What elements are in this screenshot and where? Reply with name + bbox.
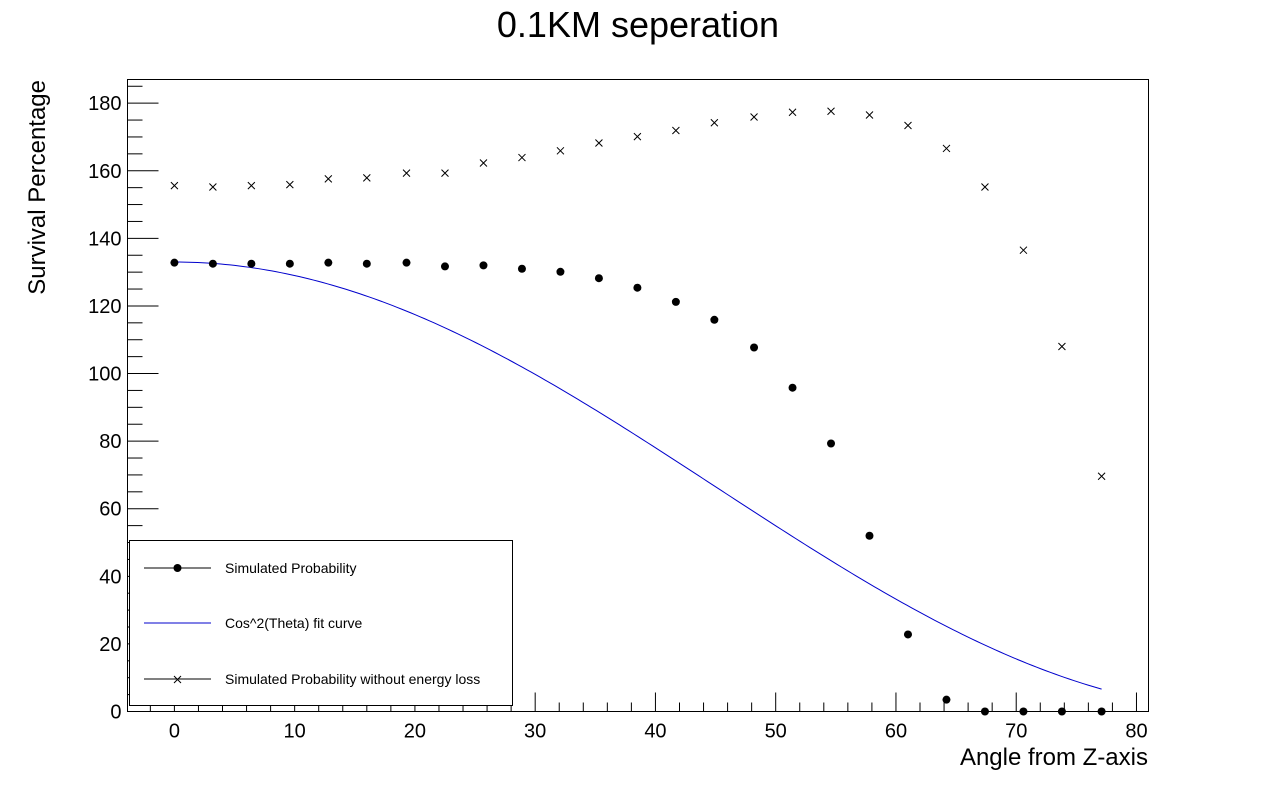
legend-entry-fit: Cos^2(Theta) fit curve bbox=[144, 615, 362, 631]
point-simulated bbox=[980, 707, 989, 716]
point-simulated bbox=[865, 531, 874, 540]
point-no-energy-loss bbox=[865, 111, 874, 119]
point-simulated bbox=[633, 283, 642, 292]
x-axis-label: Angle from Z-axis bbox=[960, 744, 1148, 771]
point-simulated bbox=[671, 297, 680, 306]
point-simulated bbox=[1019, 707, 1028, 716]
fit-curve-line bbox=[174, 261, 1102, 690]
point-simulated bbox=[402, 258, 411, 267]
x-tick-label: 70 bbox=[1005, 721, 1027, 743]
point-simulated bbox=[170, 258, 179, 267]
x-tick-label: 40 bbox=[644, 721, 666, 743]
y-axis: 0 20 40 60 80 100 120 140 160 180 bbox=[88, 85, 159, 724]
point-no-energy-loss bbox=[942, 144, 951, 153]
y-tick-label: 100 bbox=[88, 364, 121, 386]
point-simulated bbox=[440, 262, 449, 271]
point-no-energy-loss bbox=[441, 169, 449, 177]
plot-frame bbox=[127, 79, 1149, 712]
point-simulated bbox=[942, 695, 951, 704]
y-tick-label: 80 bbox=[99, 431, 121, 453]
point-simulated bbox=[247, 259, 256, 268]
point-simulated bbox=[750, 343, 759, 352]
point-no-energy-loss bbox=[788, 108, 797, 117]
point-no-energy-loss bbox=[362, 173, 371, 182]
y-tick-label: 0 bbox=[110, 702, 121, 724]
legend-label-fit: Cos^2(Theta) fit curve bbox=[225, 615, 362, 631]
y-tick-label: 160 bbox=[88, 161, 121, 183]
point-simulated bbox=[324, 258, 333, 267]
point-no-energy-loss bbox=[324, 175, 333, 183]
point-no-energy-loss bbox=[247, 181, 256, 190]
point-simulated bbox=[710, 315, 719, 324]
legend-entry-no-loss: Simulated Probability without energy los… bbox=[144, 671, 480, 687]
point-simulated bbox=[788, 383, 797, 392]
x-tick-label: 10 bbox=[284, 721, 306, 743]
point-simulated bbox=[517, 264, 526, 273]
point-simulated bbox=[1057, 707, 1066, 716]
y-tick-label: 120 bbox=[88, 296, 121, 318]
point-no-energy-loss bbox=[981, 183, 989, 191]
point-no-energy-loss bbox=[209, 183, 217, 191]
point-no-energy-loss bbox=[1097, 472, 1106, 481]
point-simulated bbox=[903, 630, 912, 639]
point-no-energy-loss bbox=[1058, 342, 1066, 351]
legend-entry-simulated: Simulated Probability bbox=[144, 560, 357, 576]
point-simulated bbox=[594, 274, 603, 283]
y-axis-label: Survival Percentage bbox=[24, 80, 51, 295]
point-no-energy-loss bbox=[518, 153, 526, 162]
point-simulated bbox=[285, 259, 294, 268]
y-tick-label: 20 bbox=[99, 634, 121, 656]
x-tick-label: 50 bbox=[765, 721, 787, 743]
x-tick-label: 0 bbox=[169, 721, 180, 743]
point-no-energy-loss bbox=[285, 180, 294, 189]
y-tick-label: 60 bbox=[99, 499, 121, 521]
legend-label-no-loss: Simulated Probability without energy los… bbox=[225, 671, 480, 687]
x-tick-label: 20 bbox=[404, 721, 426, 743]
chart-title: 0.1KM seperation bbox=[497, 4, 779, 45]
point-no-energy-loss bbox=[710, 118, 719, 127]
point-no-energy-loss bbox=[402, 169, 411, 177]
point-simulated bbox=[362, 259, 371, 268]
point-no-energy-loss bbox=[904, 121, 912, 130]
point-no-energy-loss bbox=[595, 139, 603, 147]
point-simulated bbox=[1097, 707, 1106, 716]
x-axis: 0 10 20 30 40 50 60 70 80 bbox=[149, 692, 1148, 743]
y-tick-label: 140 bbox=[88, 228, 121, 250]
x-tick-label: 60 bbox=[885, 721, 907, 743]
point-no-energy-loss bbox=[1019, 246, 1028, 255]
y-tick-label: 180 bbox=[88, 93, 121, 115]
point-no-energy-loss bbox=[827, 107, 835, 116]
point-no-energy-loss bbox=[750, 113, 758, 121]
point-simulated bbox=[479, 261, 488, 270]
legend: Simulated Probability Cos^2(Theta) fit c… bbox=[129, 540, 513, 706]
point-simulated bbox=[208, 259, 217, 268]
legend-label-simulated: Simulated Probability bbox=[225, 560, 357, 576]
point-no-energy-loss bbox=[556, 146, 565, 155]
point-simulated bbox=[827, 439, 836, 448]
point-no-energy-loss bbox=[672, 126, 680, 135]
point-simulated bbox=[556, 267, 565, 276]
point-no-energy-loss bbox=[479, 159, 488, 167]
x-tick-label: 30 bbox=[524, 721, 546, 743]
x-tick-label: 80 bbox=[1125, 721, 1147, 743]
point-no-energy-loss bbox=[170, 181, 179, 190]
series-layer bbox=[170, 107, 1106, 716]
y-tick-label: 40 bbox=[99, 566, 121, 588]
point-no-energy-loss bbox=[633, 132, 642, 141]
